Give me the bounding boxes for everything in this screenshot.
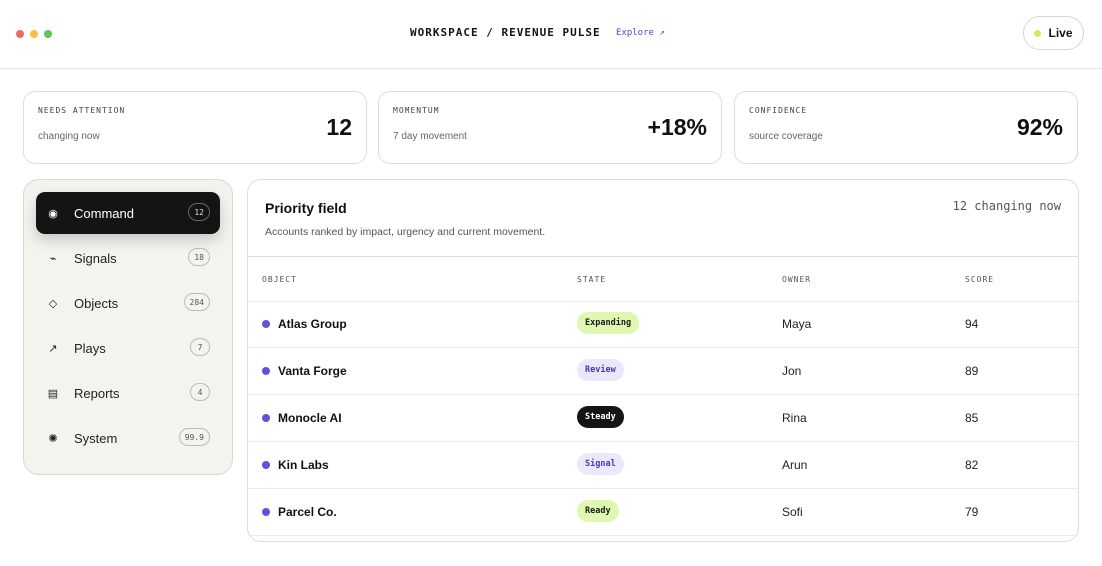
object-name: Atlas Group	[278, 317, 347, 331]
owner-name: Maya	[782, 317, 812, 331]
owner-name: Arun	[782, 458, 808, 472]
sidebar-item-count: 99.9	[178, 428, 210, 446]
sidebar-item-label: System	[74, 430, 118, 446]
changing-count: 12 changing now	[952, 199, 1061, 213]
pulse-icon: ⌁	[49, 252, 57, 265]
table-row[interactable]: Vanta Forge Review Jon 89	[248, 347, 1078, 395]
sidebar-item-signals[interactable]: ⌁ Signals 18	[36, 237, 220, 279]
sidebar-item-plays[interactable]: ↗ Plays 7	[36, 327, 220, 369]
row-bullet-icon	[262, 508, 270, 516]
panel-title: Priority field	[265, 200, 347, 216]
sidebar-item-count: 7	[190, 338, 210, 356]
score-value: 89	[965, 364, 979, 378]
sidebar-item-reports[interactable]: ▤ Reports 4	[36, 372, 220, 414]
sidebar-item-count: 18	[188, 248, 210, 266]
kpi-label: MOMENTUM	[393, 106, 440, 115]
kpi-subtitle: changing now	[38, 131, 100, 142]
state-badge: Review	[577, 359, 624, 381]
gear-icon: ✺	[48, 432, 58, 445]
kpi-label: CONFIDENCE	[749, 106, 808, 115]
owner-name: Rina	[782, 411, 807, 425]
sidebar-item-count: 284	[183, 293, 210, 311]
kpi-label: NEEDS ATTENTION	[38, 106, 126, 115]
live-label: Live	[1048, 26, 1073, 40]
priority-field-panel: Priority field Accounts ranked by impact…	[247, 179, 1079, 542]
score-value: 94	[965, 317, 979, 331]
owner-name: Sofi	[782, 505, 803, 519]
minimize-window-button[interactable]	[30, 30, 38, 38]
score-value: 82	[965, 458, 979, 472]
row-bullet-icon	[262, 414, 270, 422]
score-value: 79	[965, 505, 979, 519]
score-value: 85	[965, 411, 979, 425]
radio-dot-icon: ◉	[48, 207, 58, 220]
object-name: Parcel Co.	[278, 505, 337, 519]
sidebar-item-label: Signals	[74, 250, 117, 266]
kpi-card-momentum: MOMENTUM 7 day movement +18%	[378, 91, 722, 164]
column-header-owner[interactable]: OWNER	[782, 275, 812, 284]
object-name: Kin Labs	[278, 458, 329, 472]
sidebar-item-label: Plays	[74, 340, 106, 356]
sidebar-item-system[interactable]: ✺ System 99.9	[36, 417, 220, 459]
state-badge: Expanding	[577, 312, 640, 334]
kpi-subtitle: 7 day movement	[393, 131, 467, 142]
kpi-card-needs-attention: NEEDS ATTENTION changing now 12	[23, 91, 367, 164]
kpi-card-confidence: CONFIDENCE source coverage 92%	[734, 91, 1078, 164]
window-controls	[16, 30, 52, 38]
state-badge: Ready	[577, 500, 619, 522]
sidebar-item-count: 4	[190, 383, 210, 401]
table-row[interactable]: Parcel Co. Ready Sofi 79	[248, 488, 1078, 536]
sidebar-item-objects[interactable]: ◇ Objects 284	[36, 282, 220, 324]
row-bullet-icon	[262, 461, 270, 469]
explore-link[interactable]: Explore ↗	[616, 28, 665, 38]
column-header-score[interactable]: SCORE	[965, 275, 995, 284]
sidebar-item-label: Command	[74, 205, 134, 221]
table-header: OBJECT STATE OWNER SCORE	[248, 256, 1078, 302]
table-row[interactable]: Kin Labs Signal Arun 82	[248, 441, 1078, 489]
row-bullet-icon	[262, 320, 270, 328]
object-name: Monocle AI	[278, 411, 342, 425]
sidebar-item-label: Objects	[74, 295, 119, 311]
column-header-state[interactable]: STATE	[577, 275, 607, 284]
kpi-value: 12	[326, 114, 352, 140]
list-icon: ▤	[47, 387, 59, 400]
top-bar: WORKSPACE / REVENUE PULSE Explore ↗ Live	[0, 0, 1102, 69]
kpi-value: +18%	[647, 114, 707, 140]
close-window-button[interactable]	[16, 30, 24, 38]
row-bullet-icon	[262, 367, 270, 375]
diamond-icon: ◇	[48, 297, 58, 310]
object-name: Vanta Forge	[278, 364, 347, 378]
table-row[interactable]: Atlas Group Expanding Maya 94	[248, 300, 1078, 348]
state-badge: Steady	[577, 406, 624, 428]
sidebar-item-count: 12	[188, 203, 210, 221]
sidebar-nav: ◉ Command 12 ⌁ Signals 18 ◇ Objects 284 …	[23, 179, 233, 475]
kpi-value: 92%	[1016, 114, 1063, 140]
column-header-object[interactable]: OBJECT	[262, 275, 297, 284]
state-badge: Signal	[577, 453, 624, 475]
panel-subtitle: Accounts ranked by impact, urgency and c…	[265, 226, 546, 238]
breadcrumb: WORKSPACE / REVENUE PULSE	[410, 26, 601, 39]
sidebar-item-label: Reports	[74, 385, 120, 401]
table-row[interactable]: Monocle AI Steady Rina 85	[248, 394, 1078, 442]
arrow-up-right-icon: ↗	[48, 342, 58, 355]
maximize-window-button[interactable]	[44, 30, 52, 38]
live-status-button[interactable]: Live	[1023, 16, 1084, 50]
kpi-subtitle: source coverage	[749, 131, 823, 142]
owner-name: Jon	[782, 364, 802, 378]
live-dot-icon	[1034, 29, 1042, 37]
sidebar-item-command[interactable]: ◉ Command 12	[36, 192, 220, 234]
